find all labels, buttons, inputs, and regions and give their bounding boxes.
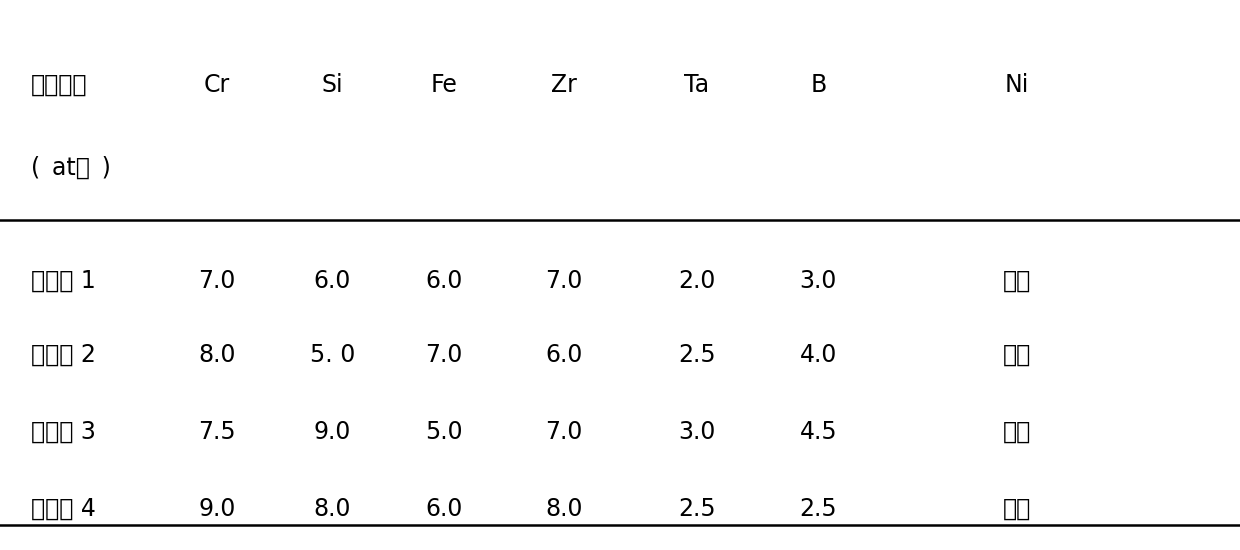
Text: ( at％ ): ( at％ ) [31,156,110,180]
Text: 6.0: 6.0 [314,268,351,293]
Text: 实施例 2: 实施例 2 [31,343,95,367]
Text: 5. 0: 5. 0 [310,343,355,367]
Text: 4.0: 4.0 [800,343,837,367]
Text: Ni: Ni [1004,73,1029,97]
Text: 2.5: 2.5 [800,497,837,521]
Text: 2.5: 2.5 [678,497,715,521]
Text: 7.5: 7.5 [198,420,236,444]
Text: 7.0: 7.0 [425,343,463,367]
Text: 6.0: 6.0 [546,343,583,367]
Text: 3.0: 3.0 [800,268,837,293]
Text: 余量: 余量 [1003,497,1030,521]
Text: 8.0: 8.0 [198,343,236,367]
Text: 实施例 4: 实施例 4 [31,497,95,521]
Text: 2.0: 2.0 [678,268,715,293]
Text: 4.5: 4.5 [800,420,837,444]
Text: 余量: 余量 [1003,343,1030,367]
Text: Zr: Zr [552,73,577,97]
Text: 8.0: 8.0 [314,497,351,521]
Text: Si: Si [321,73,343,97]
Text: 余量: 余量 [1003,268,1030,293]
Text: 3.0: 3.0 [678,420,715,444]
Text: B: B [810,73,827,97]
Text: 余量: 余量 [1003,420,1030,444]
Text: 组分含量: 组分含量 [31,73,88,97]
Text: 5.0: 5.0 [425,420,463,444]
Text: 6.0: 6.0 [425,497,463,521]
Text: 8.0: 8.0 [546,497,583,521]
Text: 实施例 1: 实施例 1 [31,268,95,293]
Text: 7.0: 7.0 [546,420,583,444]
Text: 9.0: 9.0 [314,420,351,444]
Text: 实施例 3: 实施例 3 [31,420,95,444]
Text: 6.0: 6.0 [425,268,463,293]
Text: 7.0: 7.0 [546,268,583,293]
Text: 7.0: 7.0 [198,268,236,293]
Text: Cr: Cr [203,73,231,97]
Text: 9.0: 9.0 [198,497,236,521]
Text: Ta: Ta [684,73,709,97]
Text: Fe: Fe [430,73,458,97]
Text: 2.5: 2.5 [678,343,715,367]
